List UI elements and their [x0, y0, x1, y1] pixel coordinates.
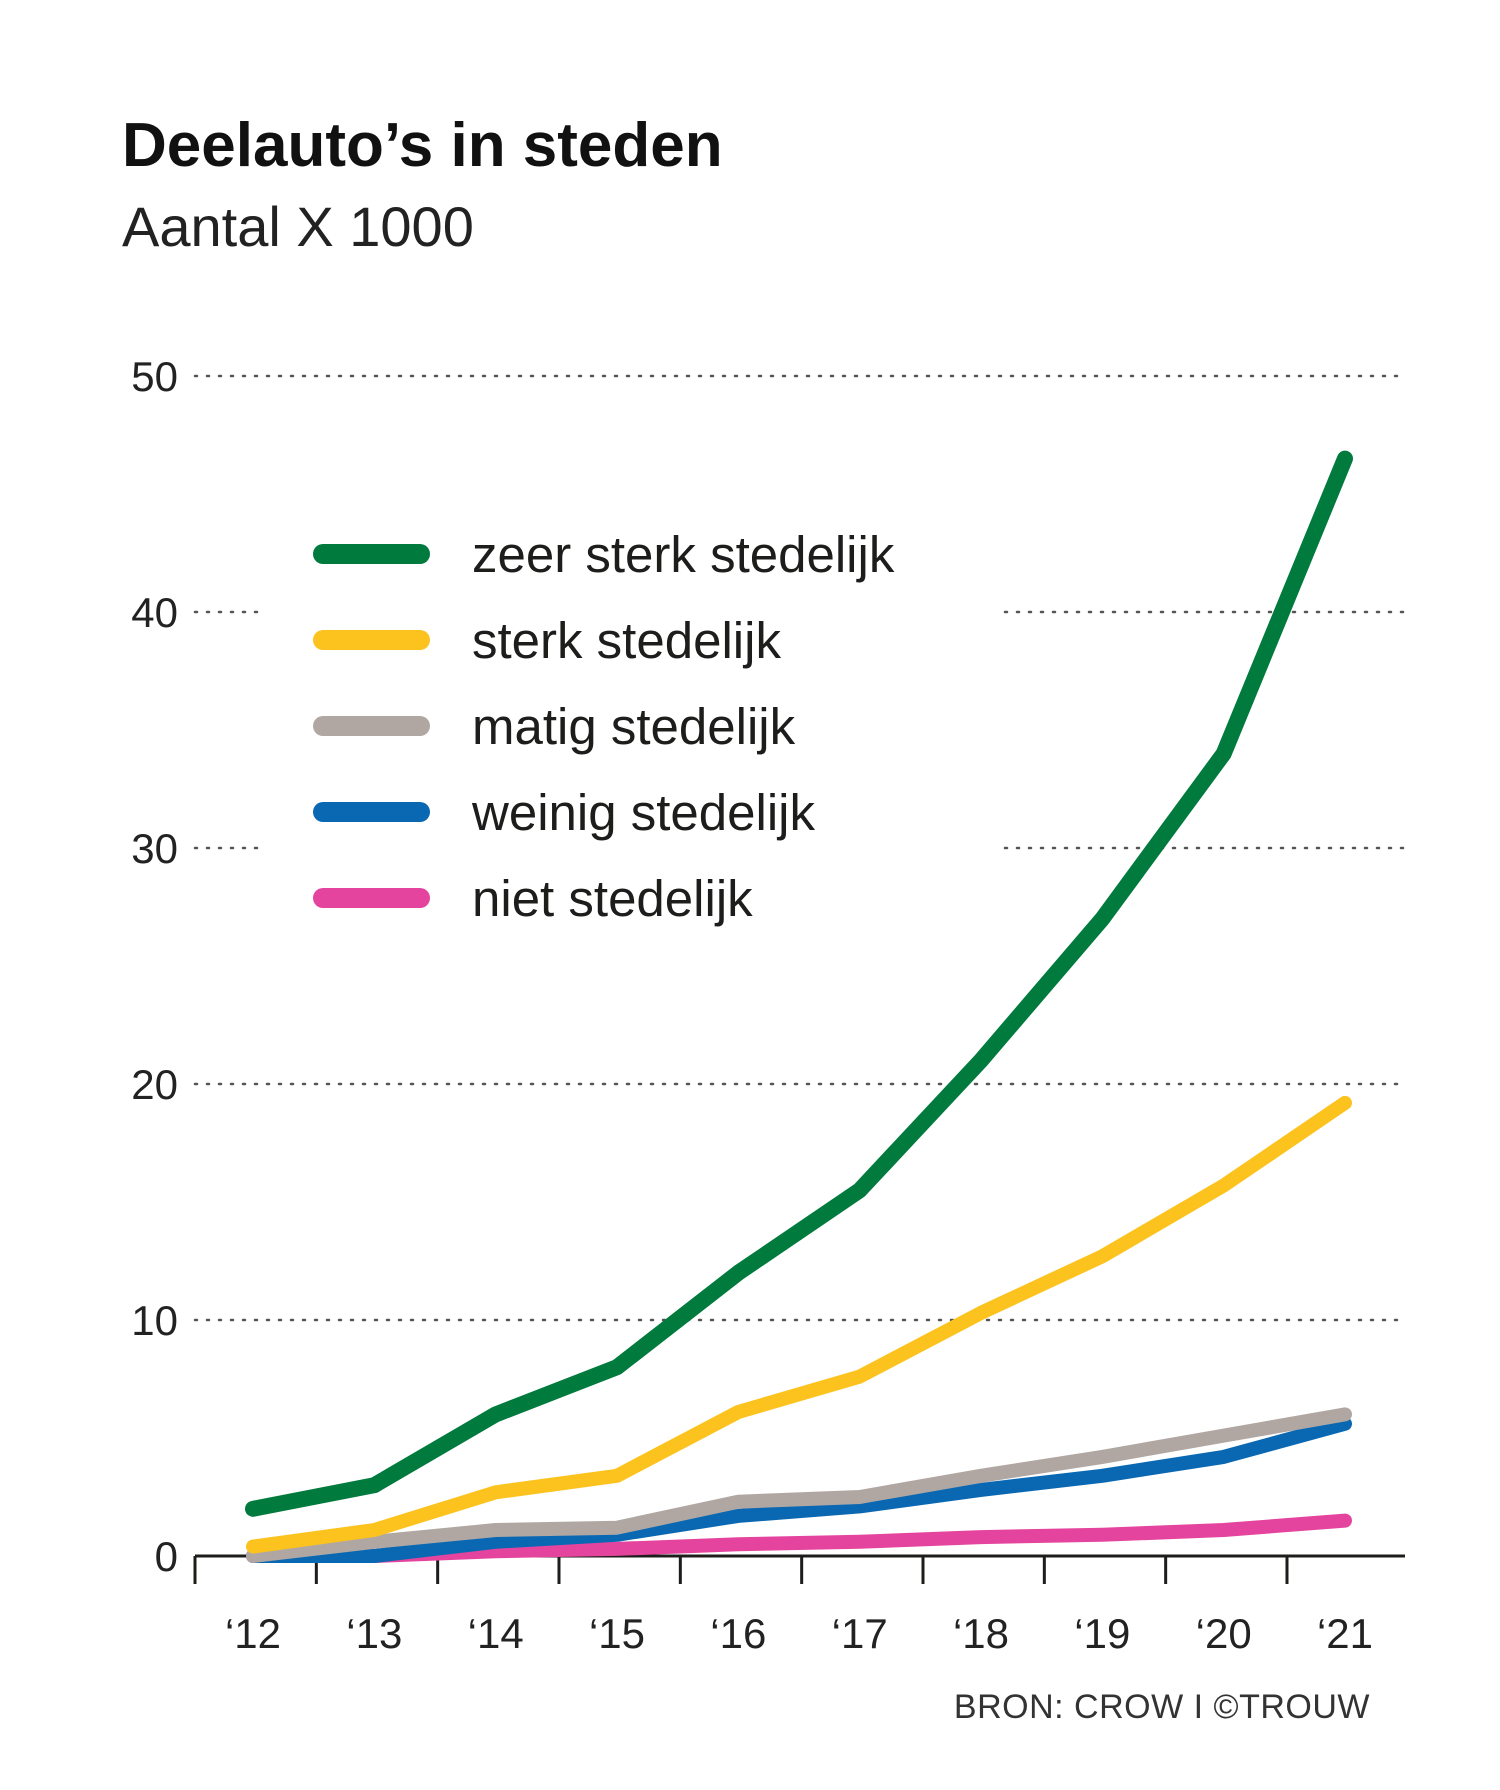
x-tick-label: ‘12 — [225, 1610, 281, 1657]
y-tick-label: 20 — [131, 1061, 178, 1108]
legend-label: zeer sterk stedelijk — [472, 526, 895, 583]
x-tick-label: ‘17 — [832, 1610, 888, 1657]
x-axis: ‘12 ‘13 ‘14 ‘15 ‘16 ‘17 ‘18 ‘19 ‘20 ‘21 — [193, 1554, 1405, 1657]
gridlines — [193, 374, 1407, 1322]
series-line-weinig-stedelijk — [246, 1416, 1352, 1563]
x-tick-label: ‘19 — [1074, 1610, 1130, 1657]
legend-label: matig stedelijk — [472, 698, 796, 755]
legend-label: weinig stedelijk — [471, 784, 816, 841]
legend: zeer sterk stedelijk sterk stedelijk matig… — [313, 526, 895, 927]
x-tick-label: ‘18 — [953, 1610, 1009, 1657]
legend-label: niet stedelijk — [472, 870, 753, 927]
legend-label: sterk stedelijk — [472, 612, 781, 669]
x-tick-label: ‘13 — [346, 1610, 402, 1657]
x-tick-label: ‘16 — [710, 1610, 766, 1657]
x-tick-label: ‘20 — [1196, 1610, 1252, 1657]
chart-title: Deelauto’s in steden — [122, 111, 723, 180]
y-tick-label: 50 — [131, 353, 178, 400]
y-tick-label: 40 — [131, 589, 178, 636]
y-tick-label: 30 — [131, 825, 178, 872]
x-tick-label: ‘21 — [1317, 1610, 1373, 1657]
series-line-zeer-sterk-stedelijk — [245, 450, 1353, 1517]
x-tick-label: ‘15 — [589, 1610, 645, 1657]
y-tick-label: 0 — [155, 1533, 178, 1580]
chart-subtitle: Aantal X 1000 — [122, 195, 474, 258]
series-line-sterk-stedelijk — [246, 1095, 1352, 1554]
y-tick-label: 10 — [131, 1297, 178, 1344]
series-lines — [245, 450, 1353, 1563]
y-axis-ticks: 0 10 20 30 40 50 — [131, 353, 178, 1580]
source-credit: BRON: CROW I ©TROUW — [954, 1688, 1370, 1726]
series-line-matig-stedelijk — [246, 1407, 1352, 1563]
x-tick-label: ‘14 — [468, 1610, 524, 1657]
